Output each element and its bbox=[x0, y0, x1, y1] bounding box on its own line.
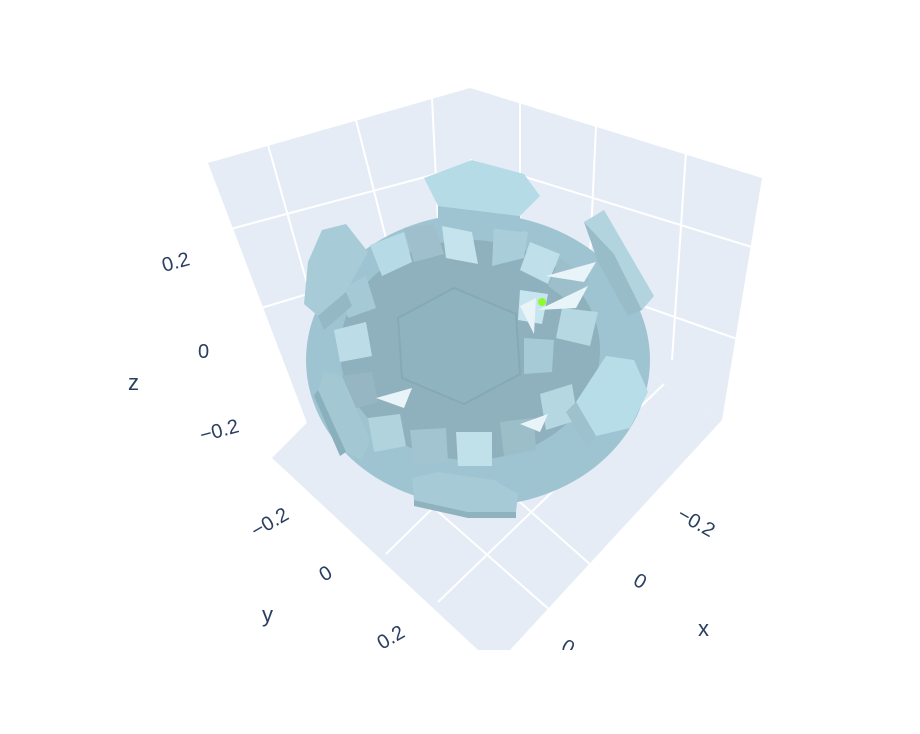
fragment bbox=[442, 226, 478, 264]
z-axis: 0.2 0 −0.2 z bbox=[128, 248, 241, 446]
cap-top-face bbox=[424, 160, 540, 216]
fragment bbox=[410, 428, 448, 464]
fragment bbox=[370, 232, 412, 276]
center-hexagon-edge bbox=[396, 286, 522, 406]
mesh-caps bbox=[304, 160, 654, 518]
fragment bbox=[520, 242, 560, 284]
z-tick-label: −0.2 bbox=[198, 415, 242, 446]
cap-left-upper-face bbox=[304, 224, 368, 316]
cap-top-side bbox=[438, 206, 522, 232]
fragment bbox=[500, 418, 536, 456]
fragment bbox=[334, 322, 372, 362]
y-axis-title: y bbox=[262, 602, 273, 627]
gap bbox=[520, 298, 536, 334]
y-tick-label: −0.2 bbox=[248, 504, 293, 543]
x-tick-label: 0 bbox=[630, 569, 651, 594]
y-tick-label: 0 bbox=[316, 562, 337, 587]
cap-right-face bbox=[576, 356, 648, 436]
x-tick-label: −0.2 bbox=[674, 503, 719, 542]
highlight-point bbox=[538, 298, 546, 306]
z-axis-title: z bbox=[128, 370, 139, 395]
fragment bbox=[456, 432, 492, 466]
fragment bbox=[540, 384, 578, 430]
center-hexagon-face bbox=[398, 288, 520, 404]
fragment bbox=[524, 338, 554, 374]
plot-bottom-mask bbox=[0, 650, 920, 734]
y-tick-label: 0.2 bbox=[374, 621, 409, 654]
cap-right-side bbox=[566, 402, 596, 448]
z-tick-label: 0.2 bbox=[160, 248, 193, 276]
gap bbox=[376, 388, 412, 408]
gap bbox=[520, 414, 548, 432]
x-axis-title: x bbox=[698, 616, 709, 641]
mesh-surface[interactable] bbox=[304, 160, 654, 518]
cap-bottom-face bbox=[412, 472, 518, 512]
mesh-gaps bbox=[376, 262, 596, 432]
gap bbox=[546, 262, 596, 282]
cap-left-upper-side bbox=[318, 292, 352, 330]
fragment bbox=[368, 414, 406, 452]
fragment bbox=[556, 308, 598, 346]
cap-left-lower-side bbox=[314, 390, 346, 456]
cap-bottom-side bbox=[414, 500, 516, 518]
cap-left-lower-face bbox=[318, 372, 370, 460]
fragment bbox=[492, 226, 528, 266]
cap-right-upper-side bbox=[584, 222, 642, 316]
gap bbox=[538, 286, 588, 310]
gridline bbox=[671, 151, 687, 361]
fragment bbox=[404, 224, 444, 262]
gridline bbox=[207, 164, 471, 236]
z-tick-label: 0 bbox=[198, 341, 209, 363]
cap-right-upper-face bbox=[584, 210, 654, 310]
